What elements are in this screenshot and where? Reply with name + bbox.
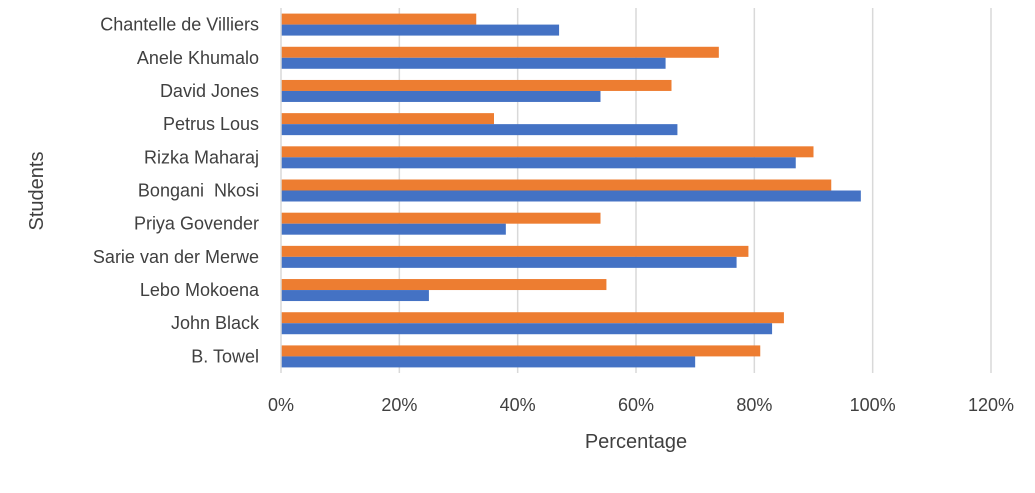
category-label: Petrus Lous (163, 114, 259, 134)
x-tick-label: 40% (500, 395, 536, 415)
bar (281, 245, 749, 257)
bar (281, 190, 861, 202)
bar (281, 256, 737, 268)
bar (281, 179, 832, 191)
bar (281, 279, 607, 291)
category-label: David Jones (160, 81, 259, 101)
category-label: Priya Govender (134, 214, 259, 234)
category-label: John Black (171, 313, 260, 333)
y-axis-title: Students (26, 152, 48, 231)
category-label: B. Towel (191, 346, 259, 366)
x-tick-label: 120% (968, 395, 1014, 415)
bar (281, 323, 773, 335)
bar (281, 57, 666, 69)
x-tick-label: 80% (736, 395, 772, 415)
x-tick-label: 20% (381, 395, 417, 415)
bar (281, 113, 494, 125)
bar (281, 124, 678, 136)
x-tick-label: 60% (618, 395, 654, 415)
x-tick-labels: 0% 20% 40% 60% 80% 100% 120% (268, 395, 1014, 415)
category-label: Lebo Mokoena (140, 280, 260, 300)
bar (281, 223, 506, 235)
category-label: Chantelle de Villiers (100, 15, 259, 35)
bar (281, 290, 429, 302)
bar (281, 146, 814, 158)
bar (281, 13, 477, 25)
bar (281, 312, 784, 324)
bars (281, 13, 861, 368)
x-tick-label: 100% (850, 395, 896, 415)
category-label: Anele Khumalo (137, 48, 259, 68)
category-label: Sarie van der Merwe (93, 247, 259, 267)
bar (281, 212, 601, 224)
bar (281, 157, 796, 169)
category-label: Bongani Nkosi (138, 181, 259, 201)
x-tick-label: 0% (268, 395, 294, 415)
category-labels: Chantelle de Villiers Anele Khumalo David … (93, 15, 260, 367)
bar (281, 90, 601, 102)
bar (281, 79, 672, 91)
bar (281, 24, 560, 36)
bar (281, 345, 761, 357)
category-label: Rizka Maharaj (144, 147, 259, 167)
bar (281, 356, 696, 368)
x-axis-title: Percentage (585, 431, 687, 453)
bar (281, 46, 719, 58)
